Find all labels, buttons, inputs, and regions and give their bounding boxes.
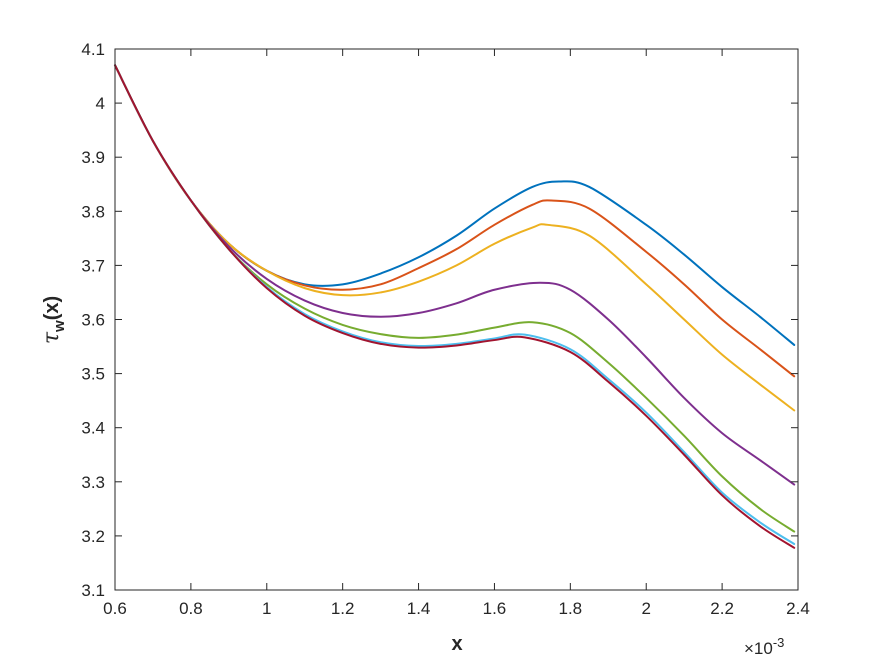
plot-area (115, 49, 798, 590)
y-axis-label: τw(x) (39, 296, 68, 344)
y-tick-label: 3.2 (81, 527, 105, 546)
x-tick-label: 2.2 (710, 599, 734, 618)
series-line-4 (114, 64, 796, 486)
x-tick-label: 2 (641, 599, 650, 618)
x-axis-label: x (451, 633, 462, 655)
y-axis-label-suffix: (x) (41, 296, 63, 320)
y-tick-label: 3.3 (81, 473, 105, 492)
x-exponent-power: -3 (773, 635, 785, 650)
series-group (114, 64, 796, 549)
y-tick-label: 3.6 (81, 311, 105, 330)
x-tick-label: 0.6 (103, 599, 127, 618)
x-exponent-base: ×10 (744, 639, 773, 658)
y-tick-label: 4.1 (81, 40, 105, 59)
series-line-7 (114, 64, 796, 549)
y-tick-label: 4 (96, 94, 105, 113)
y-tick-label: 3.9 (81, 148, 105, 167)
y-tick-label: 3.1 (81, 581, 105, 600)
y-axis-label-symbol: τ (39, 331, 64, 344)
x-tick-label: 1.8 (559, 599, 583, 618)
y-tick-label: 3.5 (81, 365, 105, 384)
y-axis-label-subscript: w (51, 320, 68, 333)
x-tick-label: 1 (262, 599, 271, 618)
x-exponent-label: ×10-3 (744, 635, 784, 658)
y-axis-ticks: 3.1 3.2 3.3 3.4 3.5 3.6 3.7 3.8 3.9 4 4.1 (81, 40, 798, 600)
x-tick-label: 1.2 (331, 599, 355, 618)
y-tick-label: 3.7 (81, 256, 105, 275)
x-axis-ticks: 0.6 0.8 1 1.2 1.4 1.6 1.8 2 2.2 2.4 (103, 49, 810, 618)
y-tick-label: 3.8 (81, 202, 105, 221)
x-tick-label: 0.8 (179, 599, 203, 618)
x-tick-label: 2.4 (786, 599, 810, 618)
x-tick-label: 1.6 (483, 599, 507, 618)
series-line-3 (114, 64, 796, 412)
y-tick-label: 3.4 (81, 419, 105, 438)
x-tick-label: 1.4 (407, 599, 431, 618)
